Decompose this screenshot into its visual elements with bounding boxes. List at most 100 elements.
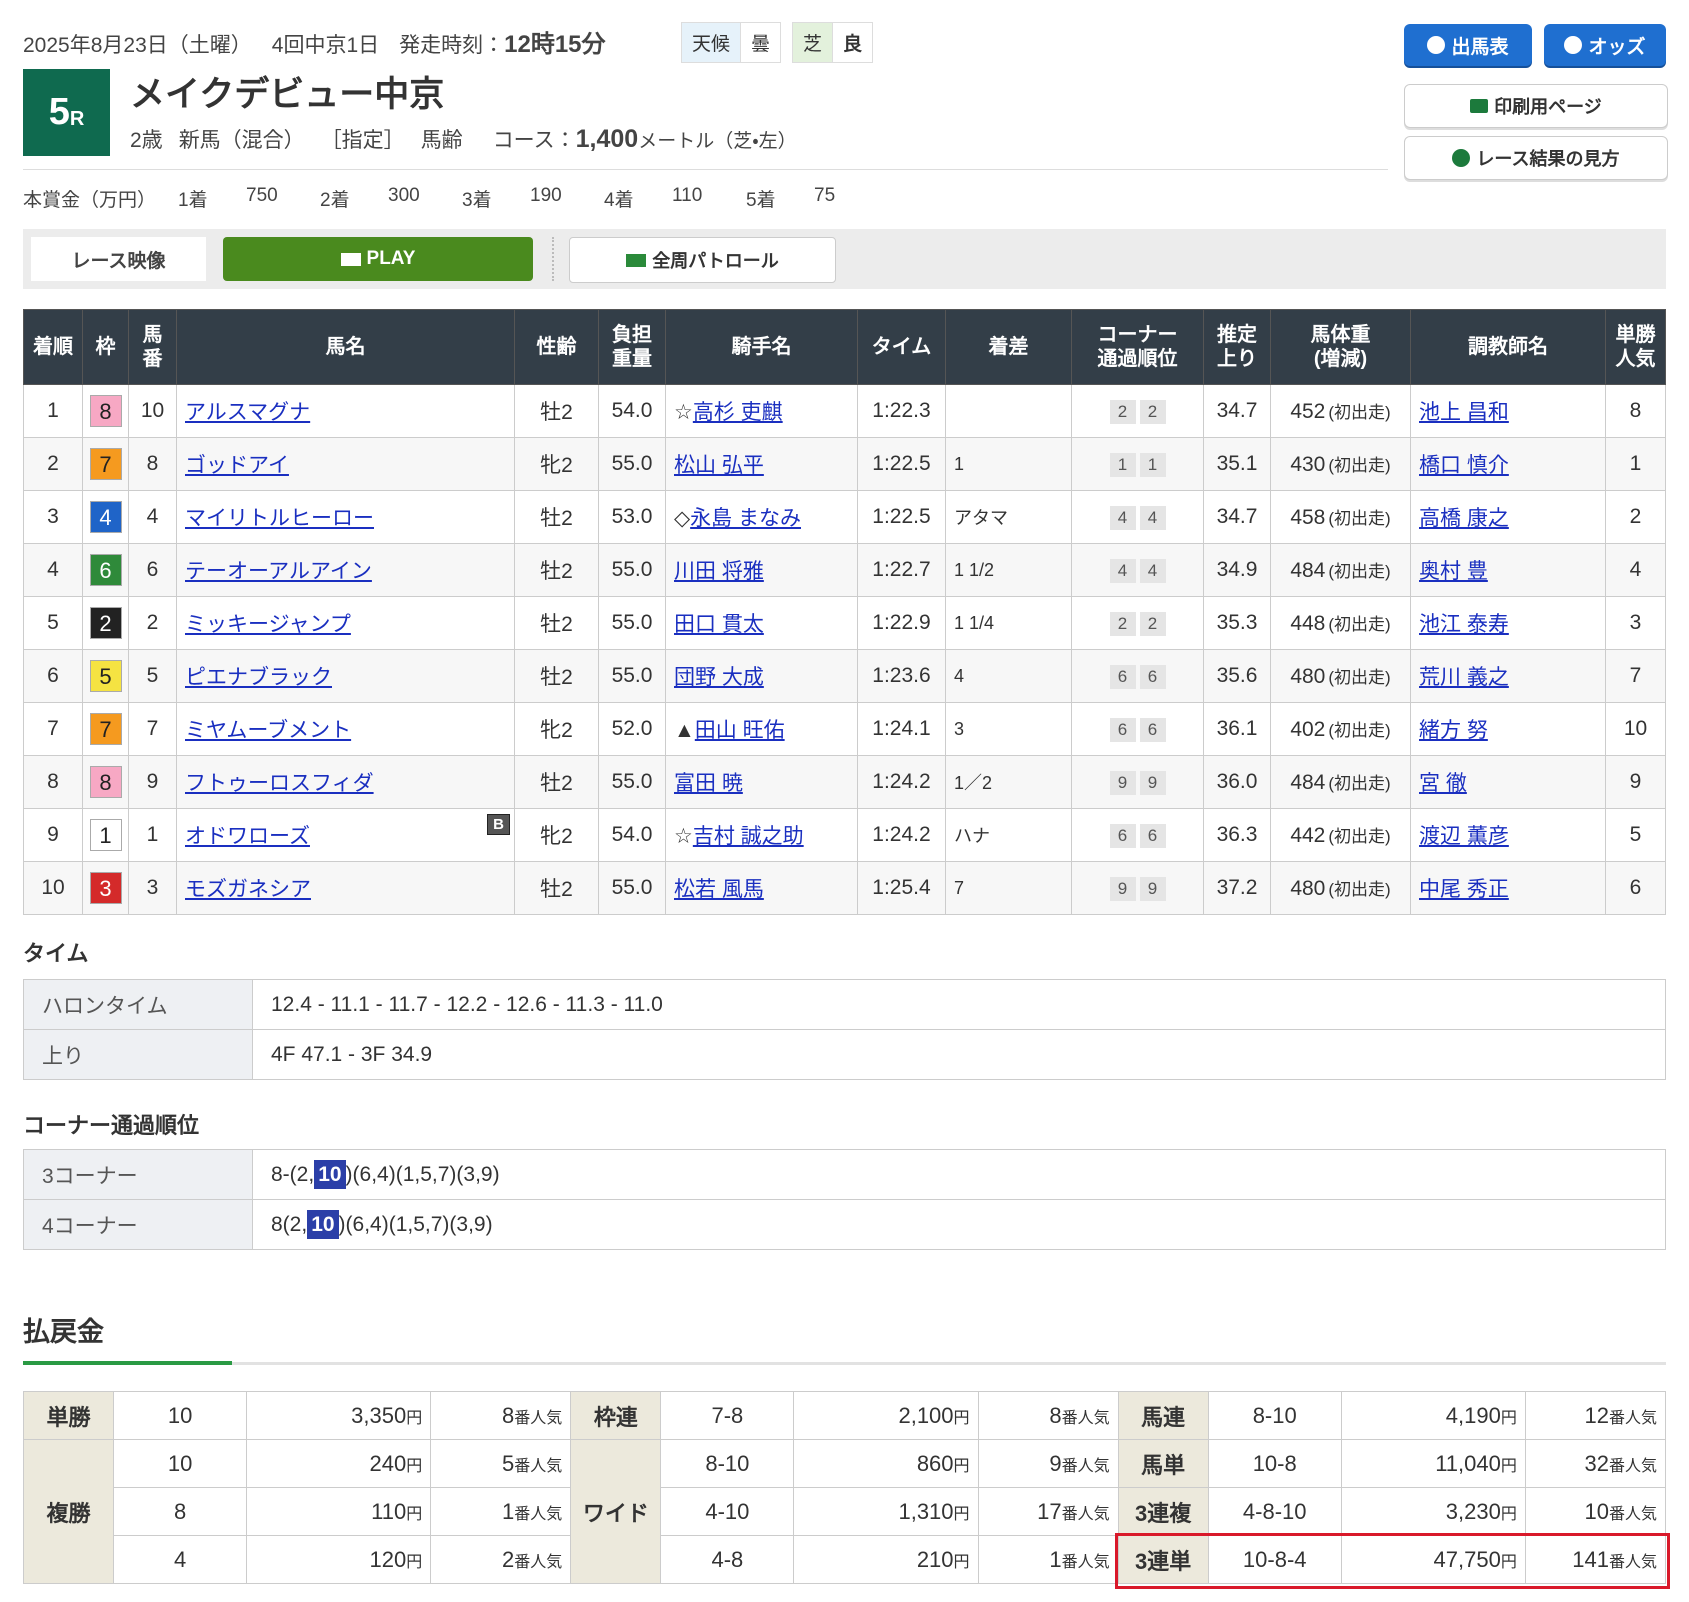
result-row: 9 1 1 オドワローズ B 牝2 54.0 ☆吉村 誠之助 1:24.2 ハナ 6 6 36.3 442… bbox=[23, 808, 1666, 862]
payout-popularity: 32 bbox=[1584, 1450, 1609, 1476]
race-unit: R bbox=[69, 108, 85, 130]
trainer-name[interactable]: 宮 徹 bbox=[1419, 772, 1467, 795]
horse-name[interactable]: フトゥーロスフィダ bbox=[185, 772, 374, 795]
jockey-name[interactable]: 吉村 誠之助 bbox=[692, 825, 804, 848]
column-header: 負担 重量 bbox=[598, 309, 666, 385]
trainer-name[interactable]: 高橋 康之 bbox=[1419, 507, 1509, 530]
horse-name[interactable]: ピエナブラック bbox=[185, 666, 332, 689]
trainer-name[interactable]: 池江 泰寿 bbox=[1419, 613, 1509, 636]
horse-cell: マイリトルヒーロー bbox=[176, 490, 515, 544]
result-row: 6 5 5 ピエナブラック 牡2 55.0 団野 大成 1:23.6 4 6 6 35.6 480 (初出… bbox=[23, 649, 1666, 703]
column-header: コーナー 通過順位 bbox=[1071, 309, 1204, 385]
time: 1:22.3 bbox=[857, 384, 946, 438]
sex-age: 牡2 bbox=[514, 596, 599, 650]
trainer-name[interactable]: 池上 昌和 bbox=[1419, 401, 1509, 424]
payout-popularity-cell: 12番人気 bbox=[1524, 1391, 1667, 1440]
jockey-name[interactable]: 松若 風馬 bbox=[674, 878, 764, 901]
body-weight-cell: 442 (初出走) bbox=[1270, 808, 1411, 862]
corner-position: 9 bbox=[1139, 770, 1166, 795]
corner-position: 9 bbox=[1109, 770, 1136, 795]
jockey-name[interactable]: 田口 貫太 bbox=[674, 613, 764, 636]
entries-button[interactable]: 出馬表 bbox=[1404, 24, 1532, 66]
body-weight: 402 bbox=[1290, 718, 1326, 741]
horse-name[interactable]: テーオーアルアイン bbox=[185, 560, 372, 583]
jockey-mark: ▲ bbox=[674, 719, 695, 742]
horse-name[interactable]: ミヤムーブメント bbox=[185, 719, 352, 742]
horse-name[interactable]: ゴッドアイ bbox=[185, 454, 289, 477]
print-button[interactable]: 印刷用ページ bbox=[1404, 84, 1668, 128]
jockey-mark: ◇ bbox=[674, 507, 691, 530]
last-3f: 34.7 bbox=[1203, 490, 1271, 544]
horse-name[interactable]: オドワローズ bbox=[185, 825, 310, 848]
play-button[interactable]: PLAY bbox=[223, 237, 533, 281]
payout-popularity-cell: 32番人気 bbox=[1524, 1439, 1667, 1488]
horse-name[interactable]: モズガネシア bbox=[185, 878, 311, 901]
payout-row: 単勝 10 3,350円 8番人気 枠連 7-8 2,100円 8番人気 馬連 8-10 4,190… bbox=[22, 1391, 1667, 1440]
payout-row: 8 110円 1番人気 4-10 1,310円 17番人気 3連複 4-8-10 3,230円 1… bbox=[24, 1487, 1667, 1536]
weight: 54.0 bbox=[598, 808, 666, 862]
result-row: 3 4 4 マイリトルヒーロー 牡2 53.0 ◇永島 まなみ 1:22.5 アタマ 4 4 34.7… bbox=[23, 490, 1666, 544]
trainer-name[interactable]: 橋口 慎介 bbox=[1419, 454, 1509, 477]
patrol-button[interactable]: 全周パトロール bbox=[569, 237, 836, 283]
payout-popularity-cell: 8番人気 bbox=[977, 1391, 1119, 1440]
corner-position: 2 bbox=[1139, 611, 1166, 636]
bet-type: 複勝 bbox=[22, 1439, 115, 1584]
jockey-name[interactable]: 団野 大成 bbox=[674, 666, 764, 689]
horse-name[interactable]: アルスマグナ bbox=[185, 401, 311, 424]
trainer-cell: 緒方 努 bbox=[1410, 702, 1606, 756]
body-change: (初出走) bbox=[1328, 615, 1391, 634]
popularity: 2 bbox=[1605, 490, 1666, 544]
popularity-unit: 番人気 bbox=[1061, 1553, 1110, 1571]
weight: 55.0 bbox=[598, 649, 666, 703]
yen-unit: 円 bbox=[953, 1505, 970, 1523]
section-title: コーナー通過順位 bbox=[23, 1113, 200, 1138]
payout-amount-cell: 47,750円 bbox=[1340, 1535, 1526, 1584]
horse-name[interactable]: マイリトルヒーロー bbox=[185, 507, 374, 530]
payout-amount: 120 bbox=[369, 1546, 407, 1572]
trainer-name[interactable]: 奥村 豊 bbox=[1419, 560, 1488, 583]
place: 2 bbox=[23, 437, 83, 491]
jockey-name[interactable]: 川田 将雅 bbox=[674, 560, 764, 583]
result-row: 7 7 7 ミヤムーブメント 牝2 52.0 ▲田山 旺佑 1:24.1 3 6 6 36.1 402(… bbox=[23, 702, 1666, 756]
payout-popularity: 141 bbox=[1572, 1546, 1609, 1572]
corner-position: 9 bbox=[1109, 876, 1136, 901]
payout-popularity: 8 bbox=[502, 1402, 515, 1428]
guide-button[interactable]: レース結果の見方 bbox=[1404, 136, 1668, 180]
trainer-name[interactable]: 渡辺 薫彦 bbox=[1419, 825, 1509, 848]
popularity-unit: 番人気 bbox=[1061, 1409, 1110, 1427]
margin: 1／2 bbox=[954, 773, 993, 793]
odds-button[interactable]: オッズ bbox=[1544, 24, 1666, 66]
payout-amount-cell: 2,100円 bbox=[793, 1391, 979, 1440]
weather: 曇 bbox=[740, 23, 780, 62]
time-row: ハロンタイム 12.4 - 11.1 - 11.7 - 12.2 - 12.6 -… bbox=[23, 979, 1666, 1030]
button-label: PLAY bbox=[366, 248, 416, 269]
prize-money: 本賞金（万円） 1着 750 2着 300 3着 190 4着 110 5着 75 bbox=[23, 185, 888, 212]
post-time-value: 12時15分 bbox=[504, 31, 606, 58]
jockey-name[interactable]: 松山 弘平 bbox=[674, 454, 764, 477]
bet-type: 枠連 bbox=[570, 1391, 662, 1440]
divider bbox=[23, 169, 1388, 170]
popularity-unit: 番人気 bbox=[514, 1457, 563, 1475]
payout-amount-cell: 3,230円 bbox=[1340, 1487, 1526, 1536]
horse-name[interactable]: ミッキージャンプ bbox=[185, 613, 351, 636]
margin: 1 1/4 bbox=[954, 612, 995, 633]
yen-unit: 円 bbox=[1500, 1505, 1517, 1523]
trainer-name[interactable]: 中尾 秀正 bbox=[1419, 878, 1509, 901]
sex-age: 牝2 bbox=[514, 437, 599, 491]
video-bar: レース映像 PLAY 全周パトロール bbox=[23, 229, 1666, 289]
jockey-name[interactable]: 高杉 吏麒 bbox=[692, 401, 783, 424]
margin: 1 1/2 bbox=[954, 559, 995, 580]
popularity: 8 bbox=[1605, 384, 1666, 438]
jockey-name[interactable]: 富田 暁 bbox=[674, 772, 743, 795]
payout-popularity-cell: 141番人気 bbox=[1524, 1535, 1667, 1584]
last-3f: 36.0 bbox=[1203, 755, 1271, 809]
icon bbox=[1470, 99, 1489, 113]
jockey-name[interactable]: 田山 旺佑 bbox=[694, 719, 785, 742]
body-change: (初出走) bbox=[1328, 562, 1391, 581]
horse-cell: オドワローズ B bbox=[176, 808, 515, 862]
order-text: )(6,4)(1,5,7)(3,9) bbox=[338, 1212, 493, 1236]
trainer-name[interactable]: 荒川 義之 bbox=[1419, 666, 1509, 689]
trainer-name[interactable]: 緒方 努 bbox=[1419, 719, 1488, 742]
jockey-name[interactable]: 永島 まなみ bbox=[690, 507, 801, 530]
